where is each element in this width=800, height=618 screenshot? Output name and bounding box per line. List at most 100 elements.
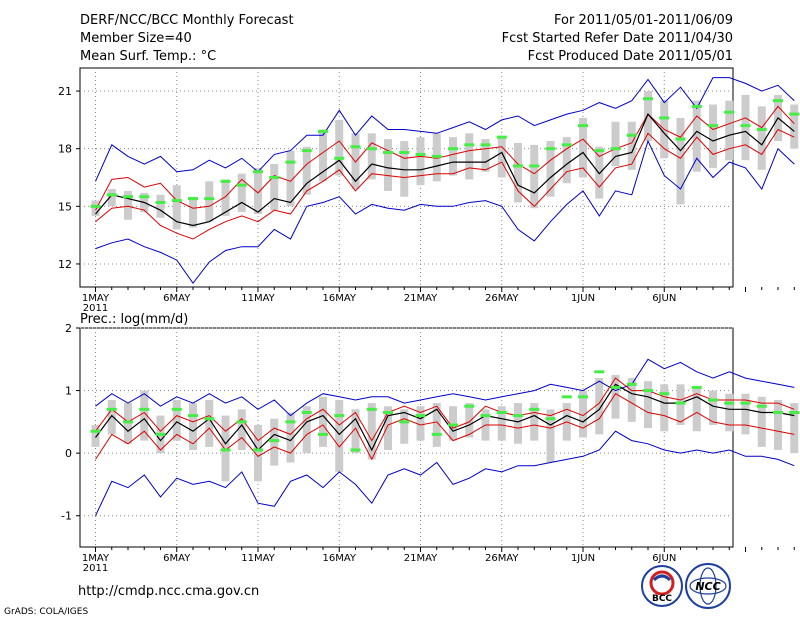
ensemble-box — [514, 403, 522, 444]
median-marker — [659, 116, 670, 120]
median-marker — [789, 112, 800, 116]
ensemble-box — [270, 164, 279, 211]
ensemble-box — [546, 409, 555, 463]
median-marker — [578, 395, 588, 399]
series-max-line — [95, 77, 795, 182]
ensemble-box — [562, 137, 571, 184]
ensemble-box — [579, 117, 587, 178]
median-marker — [106, 407, 117, 411]
median-marker — [545, 147, 556, 151]
median-marker — [334, 414, 345, 418]
ensemble-box — [335, 119, 344, 176]
median-marker — [366, 147, 377, 151]
y-tick-label: 2 — [65, 322, 72, 335]
ensemble-box — [140, 390, 149, 441]
bcc-logo: BCC — [641, 565, 683, 607]
median-marker — [594, 370, 605, 374]
precip-panel-title: Prec.: log(mm/d) — [80, 312, 188, 327]
x-tick-label: 1MAY — [82, 553, 110, 564]
produced-date: Fcst Produced Date 2011/05/01 — [528, 49, 733, 64]
median-marker — [513, 164, 523, 168]
ensemble-box — [725, 393, 734, 432]
ensemble-box — [156, 194, 165, 218]
median-marker — [773, 99, 783, 103]
median-marker — [561, 143, 572, 147]
ensemble-box — [627, 121, 636, 170]
ensemble-box — [237, 409, 246, 451]
median-marker — [350, 145, 361, 149]
ensemble-box — [774, 399, 782, 451]
median-marker — [366, 407, 377, 411]
median-marker — [415, 152, 426, 156]
median-marker — [318, 129, 328, 133]
median-marker — [301, 149, 312, 153]
ensemble-box — [790, 104, 799, 149]
ensemble-box — [384, 406, 392, 451]
median-marker — [139, 407, 150, 411]
median-marker — [318, 432, 328, 436]
ensemble-box — [319, 396, 327, 447]
temperature-medians — [90, 97, 800, 208]
grads-credit: GrADS: COLA/IGES — [4, 607, 88, 617]
ensemble-box — [400, 141, 409, 197]
ensemble-box — [709, 390, 717, 425]
median-marker — [204, 417, 215, 421]
ensemble-box — [627, 378, 636, 422]
series-upper-line — [95, 105, 795, 211]
ensemble-box — [400, 409, 409, 444]
ncc-logo-text: NCC — [695, 580, 720, 593]
bcc-logo-text: BCC — [652, 594, 672, 604]
ensemble-box — [611, 121, 620, 166]
median-marker — [188, 197, 198, 201]
median-marker — [236, 420, 247, 424]
x-tick-label: 6JUN — [652, 553, 676, 564]
median-marker — [708, 398, 718, 402]
ensemble-box — [221, 179, 230, 216]
median-marker — [578, 124, 588, 128]
median-marker — [756, 404, 767, 408]
median-marker — [383, 151, 393, 155]
ensemble-box — [286, 150, 295, 207]
precipitation-panel: -1 0 1 2 1MAY 6MAY 11MAY 16MAY 21MAY 26MAY 1JUN 6J… — [61, 322, 800, 574]
median-marker — [464, 404, 475, 408]
variable-label: Mean Surf. Temp.: °C — [80, 49, 216, 64]
x-tick-label: 1MAY — [82, 293, 110, 304]
ensemble-box — [172, 399, 181, 441]
bcc-swirl-icon — [649, 570, 675, 596]
x-year-label: 2011 — [83, 303, 108, 314]
ensemble-box — [692, 387, 701, 432]
ensemble-box — [530, 144, 539, 209]
median-marker — [513, 414, 523, 418]
ensemble-box — [481, 139, 490, 172]
ensemble-box — [644, 91, 652, 141]
x-tick-label: 26MAY — [485, 293, 519, 304]
temperature-panel: 12 15 18 21 1MAY 6MAY 11MAY 16MAY 21MAY 26MAY 1JU… — [58, 67, 800, 314]
ensemble-box — [302, 406, 311, 454]
median-marker — [171, 407, 182, 411]
ensemble-box — [514, 142, 522, 203]
x-tick-label: 21MAY — [404, 293, 438, 304]
median-marker — [171, 199, 182, 203]
ensemble-box — [221, 415, 230, 482]
median-marker — [350, 448, 361, 452]
precipitation-x-axis: 1MAY 6MAY 11MAY 16MAY 21MAY 26MAY 1JUN 6JUN 2011 — [82, 547, 795, 574]
ensemble-box — [546, 141, 555, 197]
median-marker — [448, 147, 458, 151]
x-tick-label: 6JUN — [652, 293, 676, 304]
ensemble-box — [579, 390, 587, 438]
temperature-plot-frame — [79, 67, 734, 288]
median-marker — [253, 448, 263, 452]
series-lower-line — [95, 128, 795, 240]
started-date: Fcst Started Refer Date 2011/04/30 — [502, 31, 733, 46]
source-url[interactable]: http://cmdp.ncc.cma.gov.cn — [78, 584, 259, 599]
x-tick-label: 16MAY — [322, 553, 356, 564]
temperature-x-axis: 1MAY 6MAY 11MAY 16MAY 21MAY 26MAY 1JUN 6JUN 2011 — [82, 287, 795, 314]
median-marker — [285, 420, 296, 424]
series-max-line — [95, 358, 795, 417]
median-marker — [123, 420, 133, 424]
median-marker — [399, 420, 410, 424]
precipitation-lines — [95, 358, 795, 516]
ensemble-box — [205, 181, 214, 222]
median-marker — [236, 183, 247, 187]
ensemble-box — [351, 133, 360, 190]
